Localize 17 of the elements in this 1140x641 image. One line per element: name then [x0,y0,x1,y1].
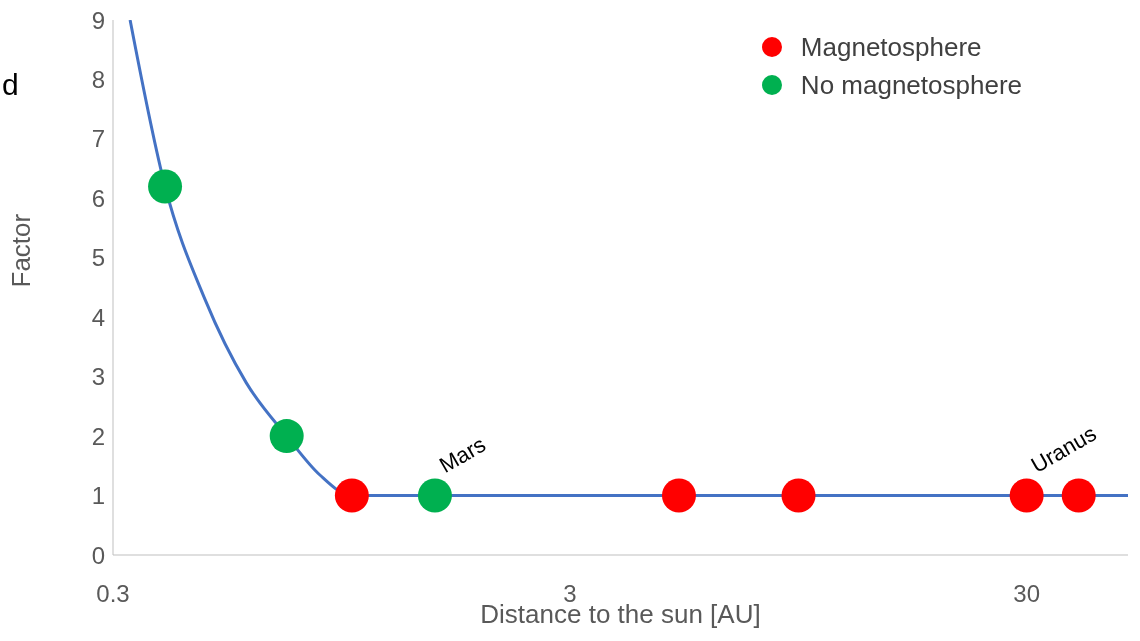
text: d [2,68,19,102]
y-tick-label: 4 [91,303,105,331]
legend-label: Magnetosphere [800,31,982,63]
y-tick-label: 1 [91,482,105,510]
y-tick-label: 0 [91,541,105,569]
y-tick-label: 8 [91,65,105,93]
y-axis-title: Factor [6,213,37,288]
y-tick-label: 6 [91,184,105,212]
x-tick-label: 0.3 [96,580,130,608]
y-tick-label: 5 [91,244,105,272]
legend-label: No magnetosphere [800,69,1022,101]
y-tick-label: 3 [91,363,105,391]
x-tick-label: 30 [1013,580,1041,608]
y-tick-label: 7 [91,125,105,153]
y-tick-label: 9 [91,6,105,34]
y-tick-label: 2 [91,422,105,450]
annotation: Mars [434,431,490,478]
